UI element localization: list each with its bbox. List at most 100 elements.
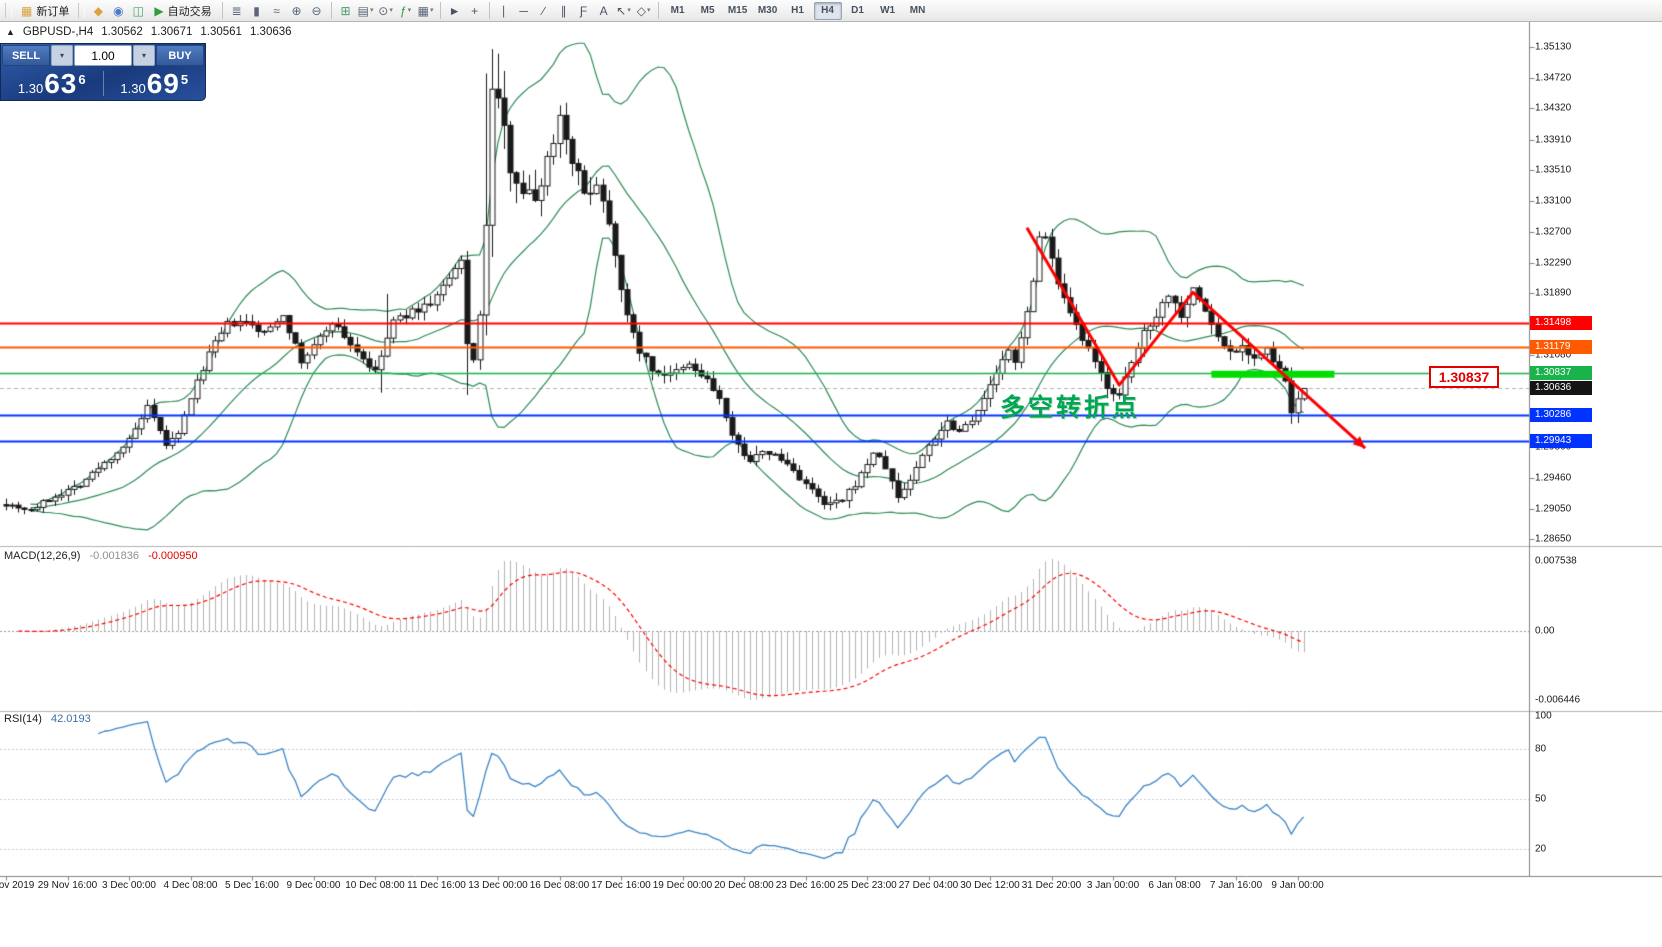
chevron-down-icon: ▾ (407, 6, 412, 14)
rsi-label: RSI(14) (4, 713, 42, 725)
time-axis-label: 20 Dec 08:00 (714, 880, 774, 891)
timeframe-button-m15[interactable]: M15 (727, 4, 748, 16)
ohlc-low: 1.30561 (200, 26, 242, 38)
time-axis-label: 31 Dec 20:00 (1021, 880, 1082, 891)
toolbar-separator (657, 2, 659, 19)
buy-price-sup: 5 (180, 71, 189, 87)
timeframe-button-h1[interactable]: H1 (791, 4, 804, 16)
macd-indicator-header: MACD(12,26,9) -0.001836 -0.000950 (4, 550, 198, 562)
chart-window[interactable]: ▲ GBPUSD-,H4 1.30562 1.30671 1.30561 1.3… (0, 22, 1662, 947)
volume-input[interactable] (74, 45, 132, 66)
chart-canvas[interactable] (0, 22, 1662, 947)
navigator-icon[interactable]: ◉ (113, 3, 124, 18)
timeframe-button-d1[interactable]: D1 (851, 4, 864, 16)
macd-scale-tick: 0.007538 (1535, 555, 1577, 567)
trendline-icon[interactable]: ∕ (542, 3, 545, 18)
macd-signal-value: -0.000950 (148, 550, 198, 562)
macd-scale-tick: -0.006446 (1535, 694, 1581, 706)
price-scale-axis[interactable]: 1.35130 1.34720 1.34320 1.33910 1.33510 1.331… (1530, 22, 1662, 898)
timeframe-button-w1[interactable]: W1 (880, 4, 896, 16)
time-axis-label: 17 Dec 16:00 (591, 880, 651, 891)
price-scale-tick: 1.33510 (1535, 164, 1572, 176)
text-label-icon[interactable]: A (599, 3, 608, 18)
rsi-scale-tick: 20 (1535, 843, 1547, 855)
arrows-tool-icon[interactable]: ↖ ▾ (616, 3, 631, 18)
level-price-tag[interactable]: 1.30837 (1429, 366, 1499, 388)
price-scale-tick: 1.31890 (1535, 287, 1572, 299)
sell-price-display[interactable]: 1.30 63 6 (1, 67, 103, 99)
price-level-badge: 1.30286 (1530, 408, 1592, 423)
buy-price-display[interactable]: 1.30 69 5 (104, 67, 206, 99)
turning-point-annotation[interactable]: 多空转折点 (1000, 394, 1141, 422)
vertical-line-icon[interactable]: ∣ (500, 3, 507, 18)
toolbar-drag-handle (5, 3, 12, 18)
time-axis-label: 4 Dec 08:00 (163, 880, 218, 891)
time-axis-label: 11 Dec 16:00 (407, 880, 466, 891)
price-level-badge: 1.31498 (1530, 315, 1592, 330)
time-axis-label: 13 Dec 00:00 (468, 880, 528, 891)
line-chart-type-icon[interactable]: ≈ (273, 3, 280, 18)
time-axis-label: 29 Nov 16:00 (37, 880, 98, 891)
buy-button[interactable]: BUY (156, 45, 204, 66)
new-order-button-label: 新订单 (36, 5, 70, 18)
autotrading-button[interactable]: ▶ 自动交易 (148, 2, 217, 20)
chevron-down-icon: ▾ (429, 6, 434, 14)
new-order-button-icon: ▦ (21, 3, 33, 18)
tile-windows-icon[interactable]: ⊞ (340, 3, 351, 18)
market-watch-icon[interactable]: ◆ (93, 3, 103, 18)
cursor-icon[interactable]: ► (448, 3, 461, 18)
new-chart-icon[interactable]: ▤ ▾ (357, 3, 374, 18)
candlestick-type-icon[interactable]: ▮ (253, 3, 260, 18)
ohlc-high: 1.30671 (150, 26, 193, 38)
horizontal-line-icon[interactable]: ─ (519, 3, 528, 18)
time-axis-label: 3 Jan 00:00 (1086, 880, 1140, 891)
time-axis-label: 6 Jan 08:00 (1148, 880, 1201, 891)
zoom-in-icon[interactable]: ⊕ (291, 3, 302, 18)
price-scale-tick: 1.35130 (1535, 41, 1572, 53)
toolbar-separator (439, 2, 441, 19)
fibonacci-icon[interactable]: Ƒ (579, 3, 588, 18)
rsi-scale-tick: 100 (1535, 710, 1552, 722)
macd-label: MACD(12,26,9) (4, 550, 81, 562)
equidistant-channel-icon[interactable]: ∥ (560, 3, 567, 18)
timeframe-button-m5[interactable]: M5 (700, 4, 715, 16)
symbol-header: ▲ GBPUSD-,H4 1.30562 1.30671 1.30561 1.3… (6, 26, 292, 38)
price-scale-tick: 1.28650 (1535, 533, 1572, 545)
bar-chart-type-icon[interactable]: ≣ (231, 3, 242, 18)
rsi-value: 42.0193 (50, 713, 91, 725)
templates-icon[interactable]: ▦ ▾ (417, 3, 434, 18)
buy-price-small: 1.30 (120, 80, 146, 96)
chevron-down-icon: ▾ (627, 6, 631, 14)
new-order-button[interactable]: ▦ 新订单 (15, 2, 75, 20)
chevron-down-icon: ▾ (59, 51, 64, 60)
buy-price-big: 69 (146, 67, 180, 99)
crosshair-icon[interactable]: + (471, 3, 479, 18)
timeframe-button-mn[interactable]: MN (909, 4, 926, 16)
zoom-out-icon[interactable]: ⊖ (311, 3, 322, 18)
time-axis-label: 28 Nov 2019 (0, 880, 35, 891)
time-axis-label: 9 Dec 00:00 (286, 880, 341, 891)
autotrading-button-icon: ▶ (154, 3, 164, 18)
sell-button[interactable]: SELL (2, 45, 50, 66)
toolbar-separator (488, 2, 490, 19)
sell-price-big: 63 (44, 67, 78, 99)
buy-options-button[interactable]: ▾ (133, 45, 155, 66)
shapes-tool-icon[interactable]: ◇ ▾ (636, 3, 651, 18)
sell-price-small: 1.30 (17, 80, 44, 96)
terminal-icon[interactable]: ◫ (132, 3, 145, 18)
price-divider (102, 70, 104, 97)
chevron-down-icon: ▾ (389, 6, 393, 14)
timeframe-button-m30[interactable]: M30 (757, 4, 778, 16)
time-axis-label: 3 Dec 00:00 (102, 880, 156, 891)
sell-options-button[interactable]: ▾ (51, 45, 73, 66)
period-selector-icon[interactable]: ⊙ ▾ (378, 3, 393, 18)
timeframe-button-h4[interactable]: H4 (813, 1, 842, 20)
toolbar-drag-handle (78, 3, 86, 18)
time-axis-label: 19 Dec 00:00 (652, 880, 713, 891)
indicators-icon[interactable]: ƒ ▾ (399, 3, 412, 18)
collapse-arrow-icon[interactable]: ▲ (6, 27, 15, 37)
price-scale-tick: 1.32290 (1535, 257, 1572, 269)
rsi-indicator-header: RSI(14) 42.0193 (4, 713, 91, 725)
timeframe-button-m1[interactable]: M1 (670, 4, 685, 16)
